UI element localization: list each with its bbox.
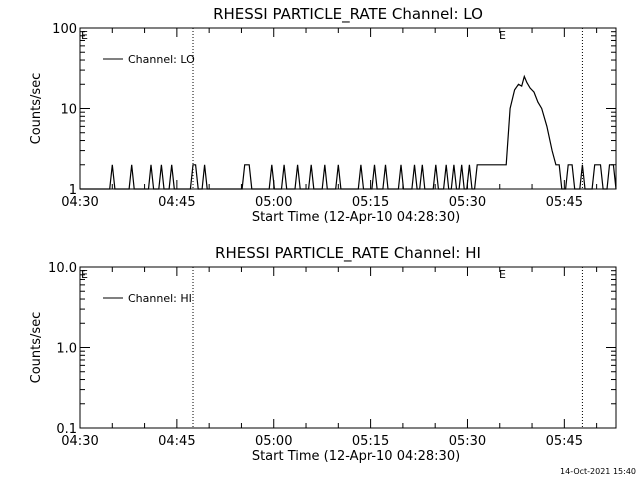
x-tick-label: 05:30: [449, 195, 486, 210]
x-tick-label: 04:30: [61, 434, 98, 449]
y-axis-label: Counts/sec: [29, 73, 44, 145]
x-tick-label: 05:45: [546, 195, 583, 210]
x-tick-label: 05:00: [255, 195, 292, 210]
y-tick-label: 1: [69, 183, 77, 198]
edge-label-left: E: [81, 268, 88, 281]
x-tick-label: 05:45: [546, 434, 583, 449]
edge-label-left: E: [81, 29, 88, 42]
legend-entry: Channel: LO: [128, 53, 195, 66]
hi-channel-panel: RHESSI PARTICLE_RATE Channel: HI 04:30 04:…: [29, 244, 617, 464]
x-axis-label: Start Time (12-Apr-10 04:28:30): [252, 210, 460, 225]
x-tick-label: 05:30: [449, 434, 486, 449]
x-tick-label: 04:45: [158, 434, 195, 449]
y-tick-label: 10: [60, 103, 77, 118]
y-axis-label: Counts/sec: [29, 312, 44, 384]
lo-channel-panel: RHESSI PARTICLE_RATE Channel: LO 04:30 04:…: [29, 5, 617, 225]
x-tick-label: 05:00: [255, 434, 292, 449]
x-tick-label: 05:15: [352, 434, 389, 449]
chart-title: RHESSI PARTICLE_RATE Channel: HI: [215, 244, 481, 263]
y-tick-label: 100: [52, 22, 77, 37]
x-tick-label: 05:15: [352, 195, 389, 210]
y-tick-label: 1.0: [56, 342, 77, 357]
x-tick-label: 04:45: [158, 195, 195, 210]
edge-label-right: E: [499, 29, 506, 42]
footer-timestamp: 14-Oct-2021 15:40: [560, 467, 636, 476]
y-tick-label: 0.1: [56, 422, 77, 437]
legend-entry: Channel: HI: [128, 292, 192, 305]
chart-title: RHESSI PARTICLE_RATE Channel: LO: [213, 5, 483, 24]
series-line: [80, 74, 617, 190]
x-axis-label: Start Time (12-Apr-10 04:28:30): [252, 449, 460, 464]
y-tick-label: 10.0: [48, 261, 77, 276]
edge-label-right: E: [499, 268, 506, 281]
x-tick-label: 04:30: [61, 195, 98, 210]
